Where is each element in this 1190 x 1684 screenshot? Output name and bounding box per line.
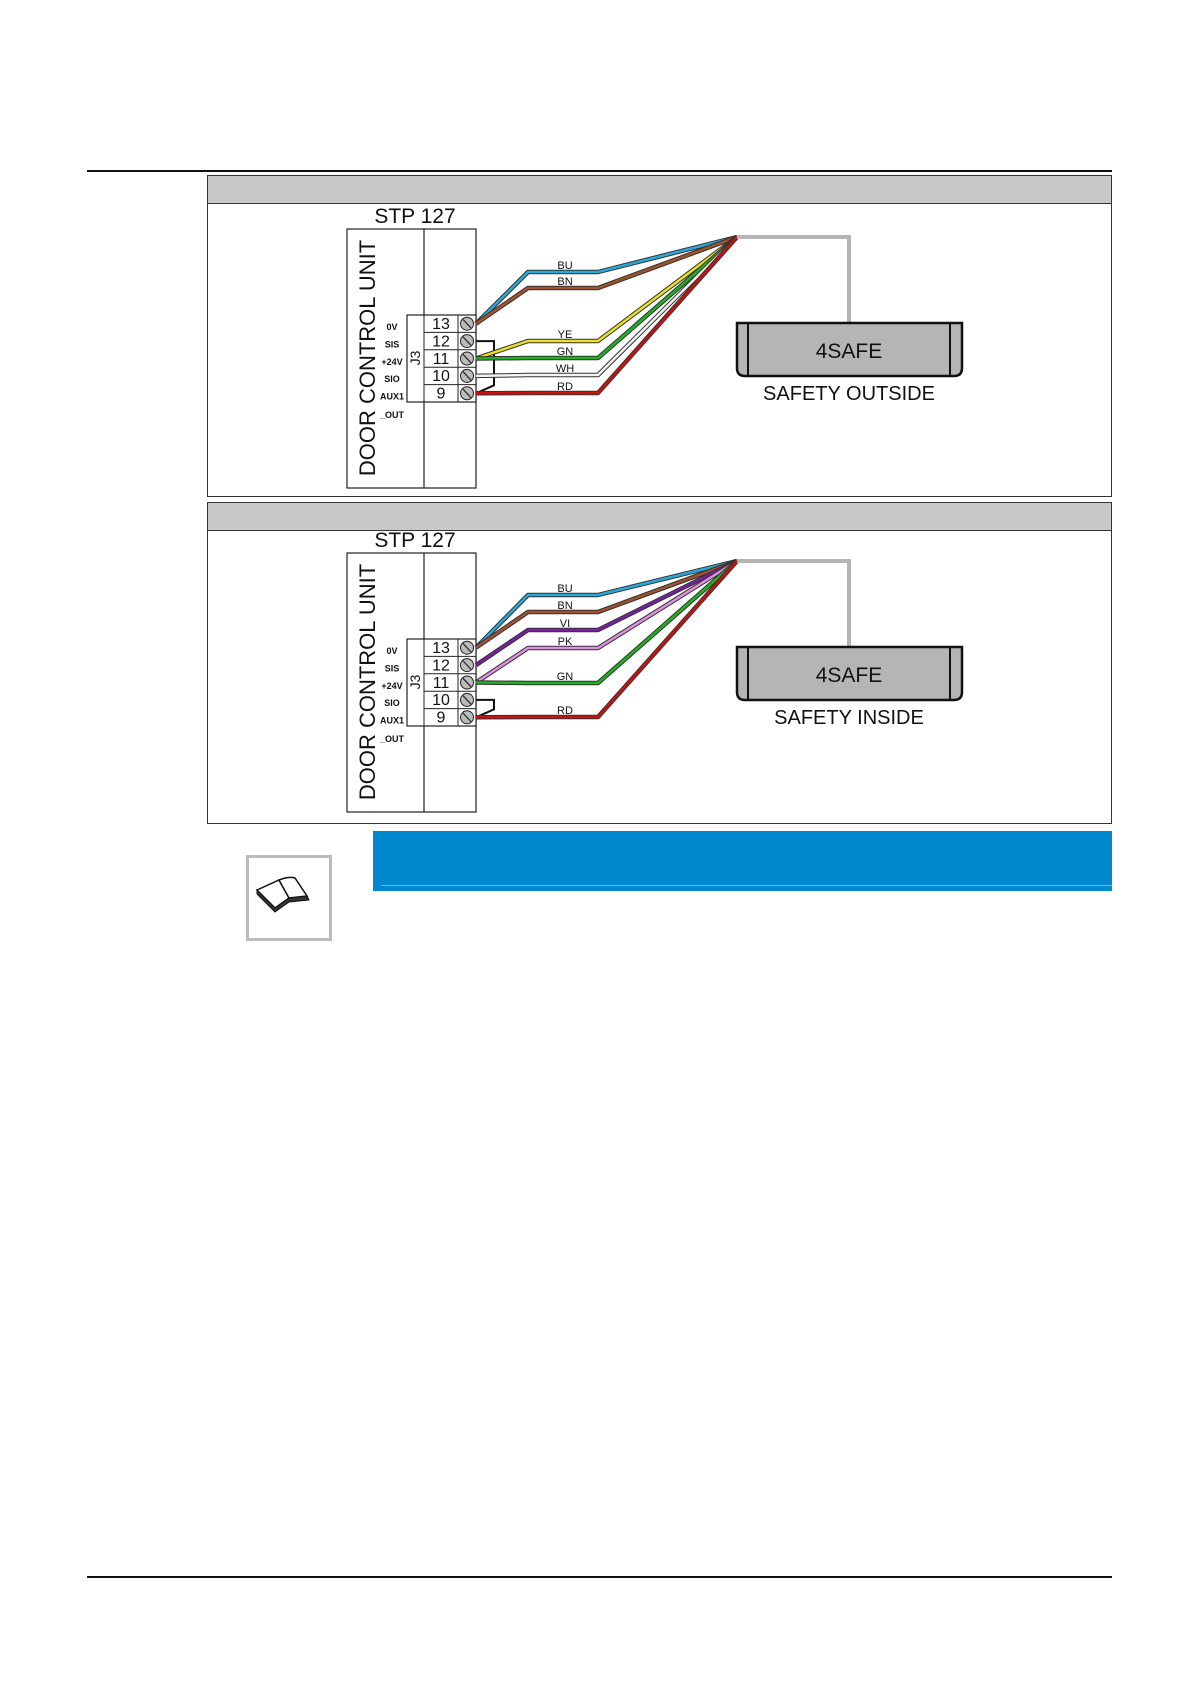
terminal-number: 10 [432, 692, 450, 709]
screw-slot [462, 388, 472, 399]
wire-label: PK [558, 636, 573, 648]
note-icon-box [246, 855, 332, 941]
device-4safe-box [735, 321, 964, 378]
open-book-icon [255, 876, 310, 913]
controller-title: STP 127 [374, 205, 455, 228]
screw-slot [462, 319, 472, 329]
screw-slot [462, 353, 472, 364]
screw-slot [462, 695, 472, 705]
wire-pk [475, 559, 738, 684]
screw-slot [462, 371, 472, 381]
terminal-number: 9 [437, 386, 446, 403]
wire-label: BN [557, 600, 572, 612]
wire-bn [475, 559, 738, 649]
bottom-rule [87, 1576, 1112, 1578]
screw-slot [462, 336, 472, 346]
terminal-number: 11 [433, 351, 450, 368]
wire-label: WH [556, 363, 574, 375]
unit-label: DOOR CONTROL UNIT [355, 240, 380, 476]
wire-label: BN [557, 276, 572, 288]
signal-label: SIO [384, 698, 400, 708]
signal-label: SIS [385, 663, 400, 673]
device-cable [737, 235, 851, 323]
wire-bn [475, 235, 738, 325]
connector-label: J3 [407, 350, 423, 365]
signal-label: 0V [386, 646, 397, 656]
terminal-number: 13 [432, 316, 450, 333]
wire-label: GN [557, 671, 574, 683]
wire-label: RD [557, 381, 573, 393]
device-4safe-box [735, 645, 964, 702]
terminal-number: 12 [432, 333, 450, 350]
screw-slot [462, 660, 472, 670]
wire-ye [475, 235, 738, 360]
wire-wh [475, 236, 738, 378]
controller-title: STP 127 [374, 529, 455, 552]
wire-label: VI [560, 618, 570, 630]
wire-gn [475, 236, 738, 360]
signal-label: SIS [385, 339, 400, 349]
signal-label: +24V [381, 357, 402, 367]
connector-label: J3 [407, 674, 423, 689]
screw-slot [462, 712, 472, 723]
note-header-bar [373, 831, 1112, 891]
wire-gn [475, 560, 738, 685]
wire-bu [475, 559, 738, 649]
device-caption: SAFETY INSIDE [774, 707, 924, 729]
signal-label: +24V [381, 681, 402, 691]
panel-header [208, 176, 1111, 204]
device-caption: SAFETY OUTSIDE [763, 383, 935, 405]
device-cable [737, 559, 851, 647]
device-name: 4SAFE [816, 340, 883, 363]
wire-label: RD [557, 705, 573, 717]
jumper-wire [475, 698, 495, 719]
wire-outline [475, 235, 739, 379]
jumper-wire [475, 340, 495, 395]
top-rule [87, 170, 1112, 172]
screw-slot [462, 677, 472, 688]
signal-label: _OUT [379, 734, 405, 744]
unit-label: DOOR CONTROL UNIT [355, 564, 380, 800]
signal-label: 0V [386, 322, 397, 332]
terminal-number: 10 [432, 368, 450, 385]
wire-rd [475, 236, 738, 395]
terminal-number: 12 [432, 657, 450, 674]
panel-header [208, 503, 1111, 531]
signal-label: SIO [384, 374, 400, 384]
screw-slot [462, 643, 472, 653]
signal-label: AUX1 [380, 392, 404, 402]
wire-label: BU [557, 583, 572, 595]
device-name: 4SAFE [816, 664, 883, 687]
wire-outline [475, 235, 739, 396]
wire-bu [475, 235, 738, 325]
wiring-panel-inside [207, 502, 1112, 824]
wire-rd [475, 560, 738, 719]
signal-label: AUX1 [380, 716, 404, 726]
terminal-number: 13 [432, 640, 450, 657]
wire-label: BU [557, 260, 572, 272]
terminal-number: 11 [433, 675, 450, 692]
signal-label: _OUT [379, 410, 405, 420]
wire-label: GN [557, 346, 574, 358]
wire-vi [475, 559, 738, 667]
terminal-number: 9 [437, 710, 446, 727]
wire-label: YE [558, 329, 573, 341]
